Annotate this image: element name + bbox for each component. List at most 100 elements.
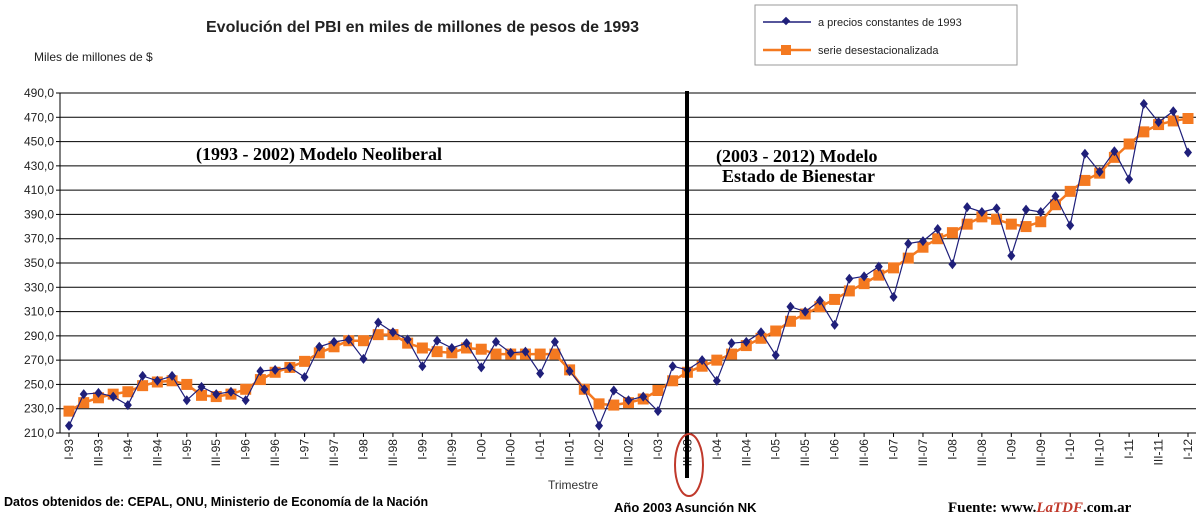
data-source-note: Datos obtenidos de: CEPAL, ONU, Minister… (4, 495, 428, 509)
point-precios-constantes (1022, 204, 1031, 215)
x-tick-label: I-05 (769, 439, 783, 460)
point-desestacionalizada (652, 385, 664, 396)
point-precios-constantes (771, 350, 780, 361)
x-tick-label: III-96 (268, 439, 282, 467)
point-desestacionalizada (122, 386, 134, 398)
x-tick-label: I-93 (62, 439, 76, 460)
point-desestacionalizada (932, 233, 944, 245)
point-precios-constantes (977, 207, 986, 217)
point-precios-constantes (609, 385, 618, 396)
annotation-modelo: (2003 - 2012) Modelo (716, 146, 877, 167)
point-precios-constantes (595, 420, 604, 431)
y-axis-label: Miles de millones de $ (34, 50, 153, 64)
y-tick-labels: 210,0 230,0 250,0 270,0 290,0 310,0 330,0 350,0… (24, 86, 54, 440)
point-desestacionalizada (1064, 185, 1076, 197)
x-tick-label: III-11 (1152, 439, 1166, 466)
point-desestacionalizada (1138, 126, 1150, 138)
point-precios-constantes (1154, 117, 1163, 128)
point-precios-constantes (285, 362, 294, 373)
point-desestacionalizada (240, 383, 252, 395)
x-tick-label: III-09 (1034, 439, 1048, 467)
point-desestacionalizada (63, 405, 75, 417)
x-tick-label: III-93 (91, 439, 105, 467)
x-tick-label: I-94 (121, 439, 135, 460)
series-layer (63, 98, 1194, 431)
point-precios-constantes (315, 341, 324, 352)
point-desestacionalizada (814, 301, 826, 313)
point-precios-constantes (712, 375, 721, 386)
x-tick-label: III-95 (209, 439, 223, 467)
point-precios-constantes (889, 292, 898, 302)
y-tick-label: 490,0 (24, 86, 54, 100)
y-tick-label: 230,0 (24, 402, 54, 416)
point-desestacionalizada (608, 399, 620, 411)
point-precios-constantes (536, 368, 545, 379)
point-precios-constantes (1139, 98, 1148, 109)
point-desestacionalizada (858, 278, 870, 290)
annotation-bienestar: Estado de Bienestar (722, 166, 875, 186)
point-precios-constantes (1125, 174, 1134, 185)
x-tick-label: III-04 (739, 439, 753, 467)
x-tick-label: I-09 (1004, 439, 1018, 460)
point-precios-constantes (330, 336, 339, 347)
point-precios-constantes (359, 353, 368, 364)
point-precios-constantes (418, 361, 427, 372)
x-tick-label: III-94 (150, 439, 164, 467)
point-desestacionalizada (593, 398, 605, 410)
point-precios-constantes (1169, 106, 1178, 117)
point-precios-constantes (477, 362, 486, 373)
point-precios-constantes (845, 273, 854, 284)
y-tick-label: 450,0 (24, 135, 54, 149)
point-precios-constantes (742, 336, 751, 347)
y-tick-label: 310,0 (24, 305, 54, 319)
point-desestacionalizada (829, 293, 841, 305)
x-tick-label: I-10 (1063, 439, 1077, 460)
point-precios-constantes (212, 389, 221, 400)
point-desestacionalizada (490, 348, 502, 360)
x-tick-label: I-08 (945, 439, 959, 460)
x-tick-label: III-00 (504, 439, 518, 467)
legend: a precios constantes de 1993 serie deses… (754, 4, 1018, 66)
point-desestacionalizada (299, 355, 311, 367)
x-tick-label: I-98 (356, 439, 370, 460)
point-precios-constantes (197, 381, 206, 392)
point-desestacionalizada (667, 375, 679, 387)
point-precios-constantes (506, 347, 515, 358)
point-precios-constantes (653, 406, 662, 417)
point-precios-constantes (300, 372, 309, 383)
point-precios-constantes (388, 327, 397, 338)
point-precios-constantes (123, 400, 132, 411)
point-precios-constantes (786, 301, 795, 312)
x-tick-label: I-11 (1122, 439, 1136, 459)
legend-label-1: a precios constantes de 1993 (818, 17, 962, 29)
point-precios-constantes (815, 295, 824, 306)
x-tick-label: III-01 (563, 439, 577, 467)
x-tick-label: I-02 (592, 439, 606, 460)
point-precios-constantes (433, 335, 442, 346)
point-precios-constantes (65, 420, 73, 431)
point-desestacionalizada (770, 325, 782, 337)
point-desestacionalizada (372, 329, 384, 341)
annotation-neoliberal: (1993 - 2002) Modelo Neoliberal (196, 144, 442, 165)
point-precios-constantes (933, 224, 942, 234)
point-desestacionalizada (726, 348, 738, 360)
point-precios-constantes (904, 238, 913, 249)
point-desestacionalizada (888, 262, 900, 274)
point-precios-constantes (992, 203, 1001, 214)
point-desestacionalizada (1049, 199, 1061, 211)
point-desestacionalizada (1079, 174, 1091, 186)
x-tick-label: I-07 (887, 439, 901, 460)
point-desestacionalizada (534, 348, 546, 360)
point-precios-constantes (94, 387, 103, 398)
x-tick-label: III-06 (857, 439, 871, 467)
point-desestacionalizada (78, 397, 90, 409)
source-credit: Fuente: www.LaTDF.com.ar (948, 500, 1132, 516)
point-desestacionalizada (1182, 113, 1194, 124)
point-precios-constantes (403, 334, 412, 345)
point-precios-constantes (241, 395, 250, 406)
point-desestacionalizada (711, 354, 723, 366)
x-tick-label: I-95 (180, 439, 194, 460)
point-desestacionalizada (1035, 216, 1047, 228)
x-tick-label: III-05 (798, 439, 812, 467)
point-precios-constantes (860, 271, 869, 282)
